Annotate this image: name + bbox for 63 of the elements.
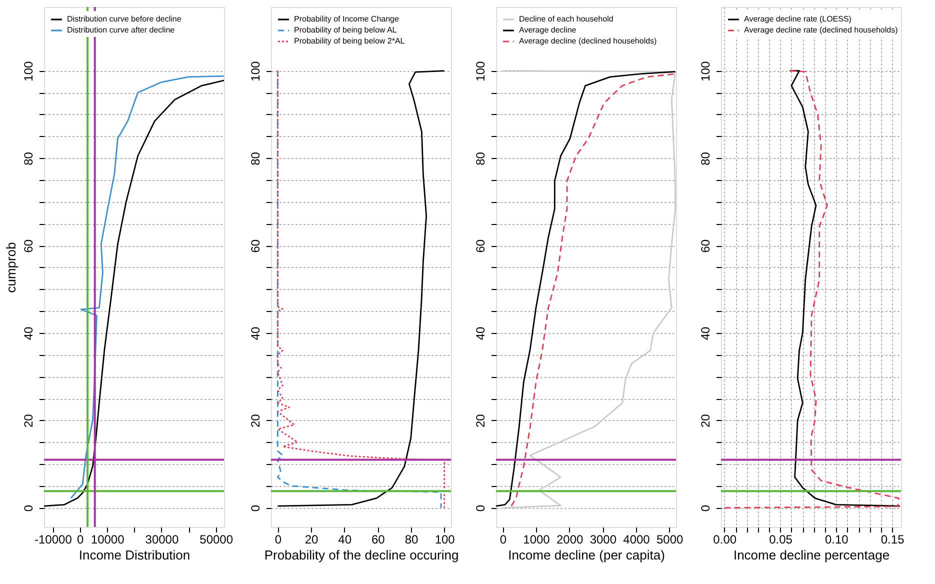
- legend-label: Decline of each household: [519, 14, 614, 24]
- x-axis-title: Income decline (per capita): [508, 548, 665, 562]
- x-tick-label: 0.05: [769, 532, 793, 546]
- x-tick-label: 0: [274, 532, 282, 546]
- x-axis-title: Probability of the decline occuring: [264, 548, 459, 562]
- line-series: [789, 70, 901, 507]
- y-tick-label: 20: [698, 414, 712, 428]
- x-axis-title: Income decline percentage: [733, 548, 890, 562]
- y-tick-label: 20: [22, 414, 36, 428]
- x-axis-title: Income Distribution: [78, 548, 190, 562]
- y-tick-label: 20: [474, 414, 488, 428]
- y-tick-label: 80: [248, 152, 262, 166]
- x-tick-label: 100: [434, 532, 456, 546]
- x-tick-label: -10000: [34, 532, 72, 546]
- legend-label: Probability of Income Change: [294, 14, 400, 24]
- y-tick-label: 40: [22, 326, 36, 340]
- line-series: [70, 75, 224, 499]
- y-tick-label: 40: [248, 326, 262, 340]
- x-tick-label: 0: [500, 532, 507, 546]
- x-tick-label: 3000: [590, 532, 617, 546]
- line-series: [724, 70, 900, 508]
- y-tick-label: 40: [698, 326, 712, 340]
- legend-label: Distribution curve before decline: [67, 14, 182, 24]
- legend-label: Distribution curve after decline: [67, 26, 176, 34]
- x-tick-label: 0.00: [713, 532, 737, 546]
- y-tick-label: 0: [22, 504, 36, 512]
- y-axis-title: cumprob: [4, 242, 18, 293]
- y-tick-label: 60: [248, 239, 262, 253]
- x-tick-label: 40: [338, 532, 352, 546]
- x-tick-label: 60: [371, 532, 386, 546]
- x-tick-label: 80: [404, 532, 418, 546]
- x-tick-label: 50000: [200, 532, 234, 546]
- y-tick-label: 60: [22, 239, 36, 253]
- y-tick-label: 0: [474, 504, 488, 512]
- legend-label: Probability of being below 2*AL: [294, 36, 406, 46]
- legend-label: Average decline rate (declined households): [744, 26, 898, 34]
- legend-label: Average decline (declined households): [519, 36, 658, 46]
- y-tick-label: 0: [698, 504, 712, 512]
- x-tick-label: 4000: [623, 532, 650, 546]
- x-tick-label: 0: [77, 532, 84, 546]
- y-tick-label: 80: [698, 152, 712, 166]
- y-tick-label: 80: [474, 152, 488, 166]
- x-tick-label: 0.15: [880, 532, 905, 546]
- x-tick-label: 2000: [556, 532, 584, 546]
- x-tick-label: 30000: [145, 532, 179, 546]
- x-tick-label: 10000: [90, 532, 125, 546]
- legend-label: Average decline: [519, 26, 577, 34]
- y-tick-label: 100: [248, 60, 262, 82]
- x-tick-label: 1000: [523, 532, 550, 546]
- y-tick-label: 100: [22, 60, 36, 82]
- legend-label: Probability of being below AL: [294, 26, 398, 34]
- y-tick-label: 80: [22, 152, 36, 166]
- y-tick-label: 100: [698, 60, 712, 82]
- x-tick-label: 5000: [656, 532, 684, 546]
- x-tick-label: 20: [304, 532, 318, 546]
- y-tick-label: 0: [248, 504, 262, 512]
- y-tick-label: 40: [474, 326, 488, 340]
- legend-label: Average decline rate (LOESS): [744, 14, 852, 24]
- y-tick-label: 100: [474, 60, 488, 82]
- x-tick-label: 0.10: [824, 532, 849, 546]
- y-tick-label: 60: [474, 239, 488, 253]
- y-tick-label: 20: [248, 414, 262, 428]
- y-tick-label: 60: [698, 239, 712, 253]
